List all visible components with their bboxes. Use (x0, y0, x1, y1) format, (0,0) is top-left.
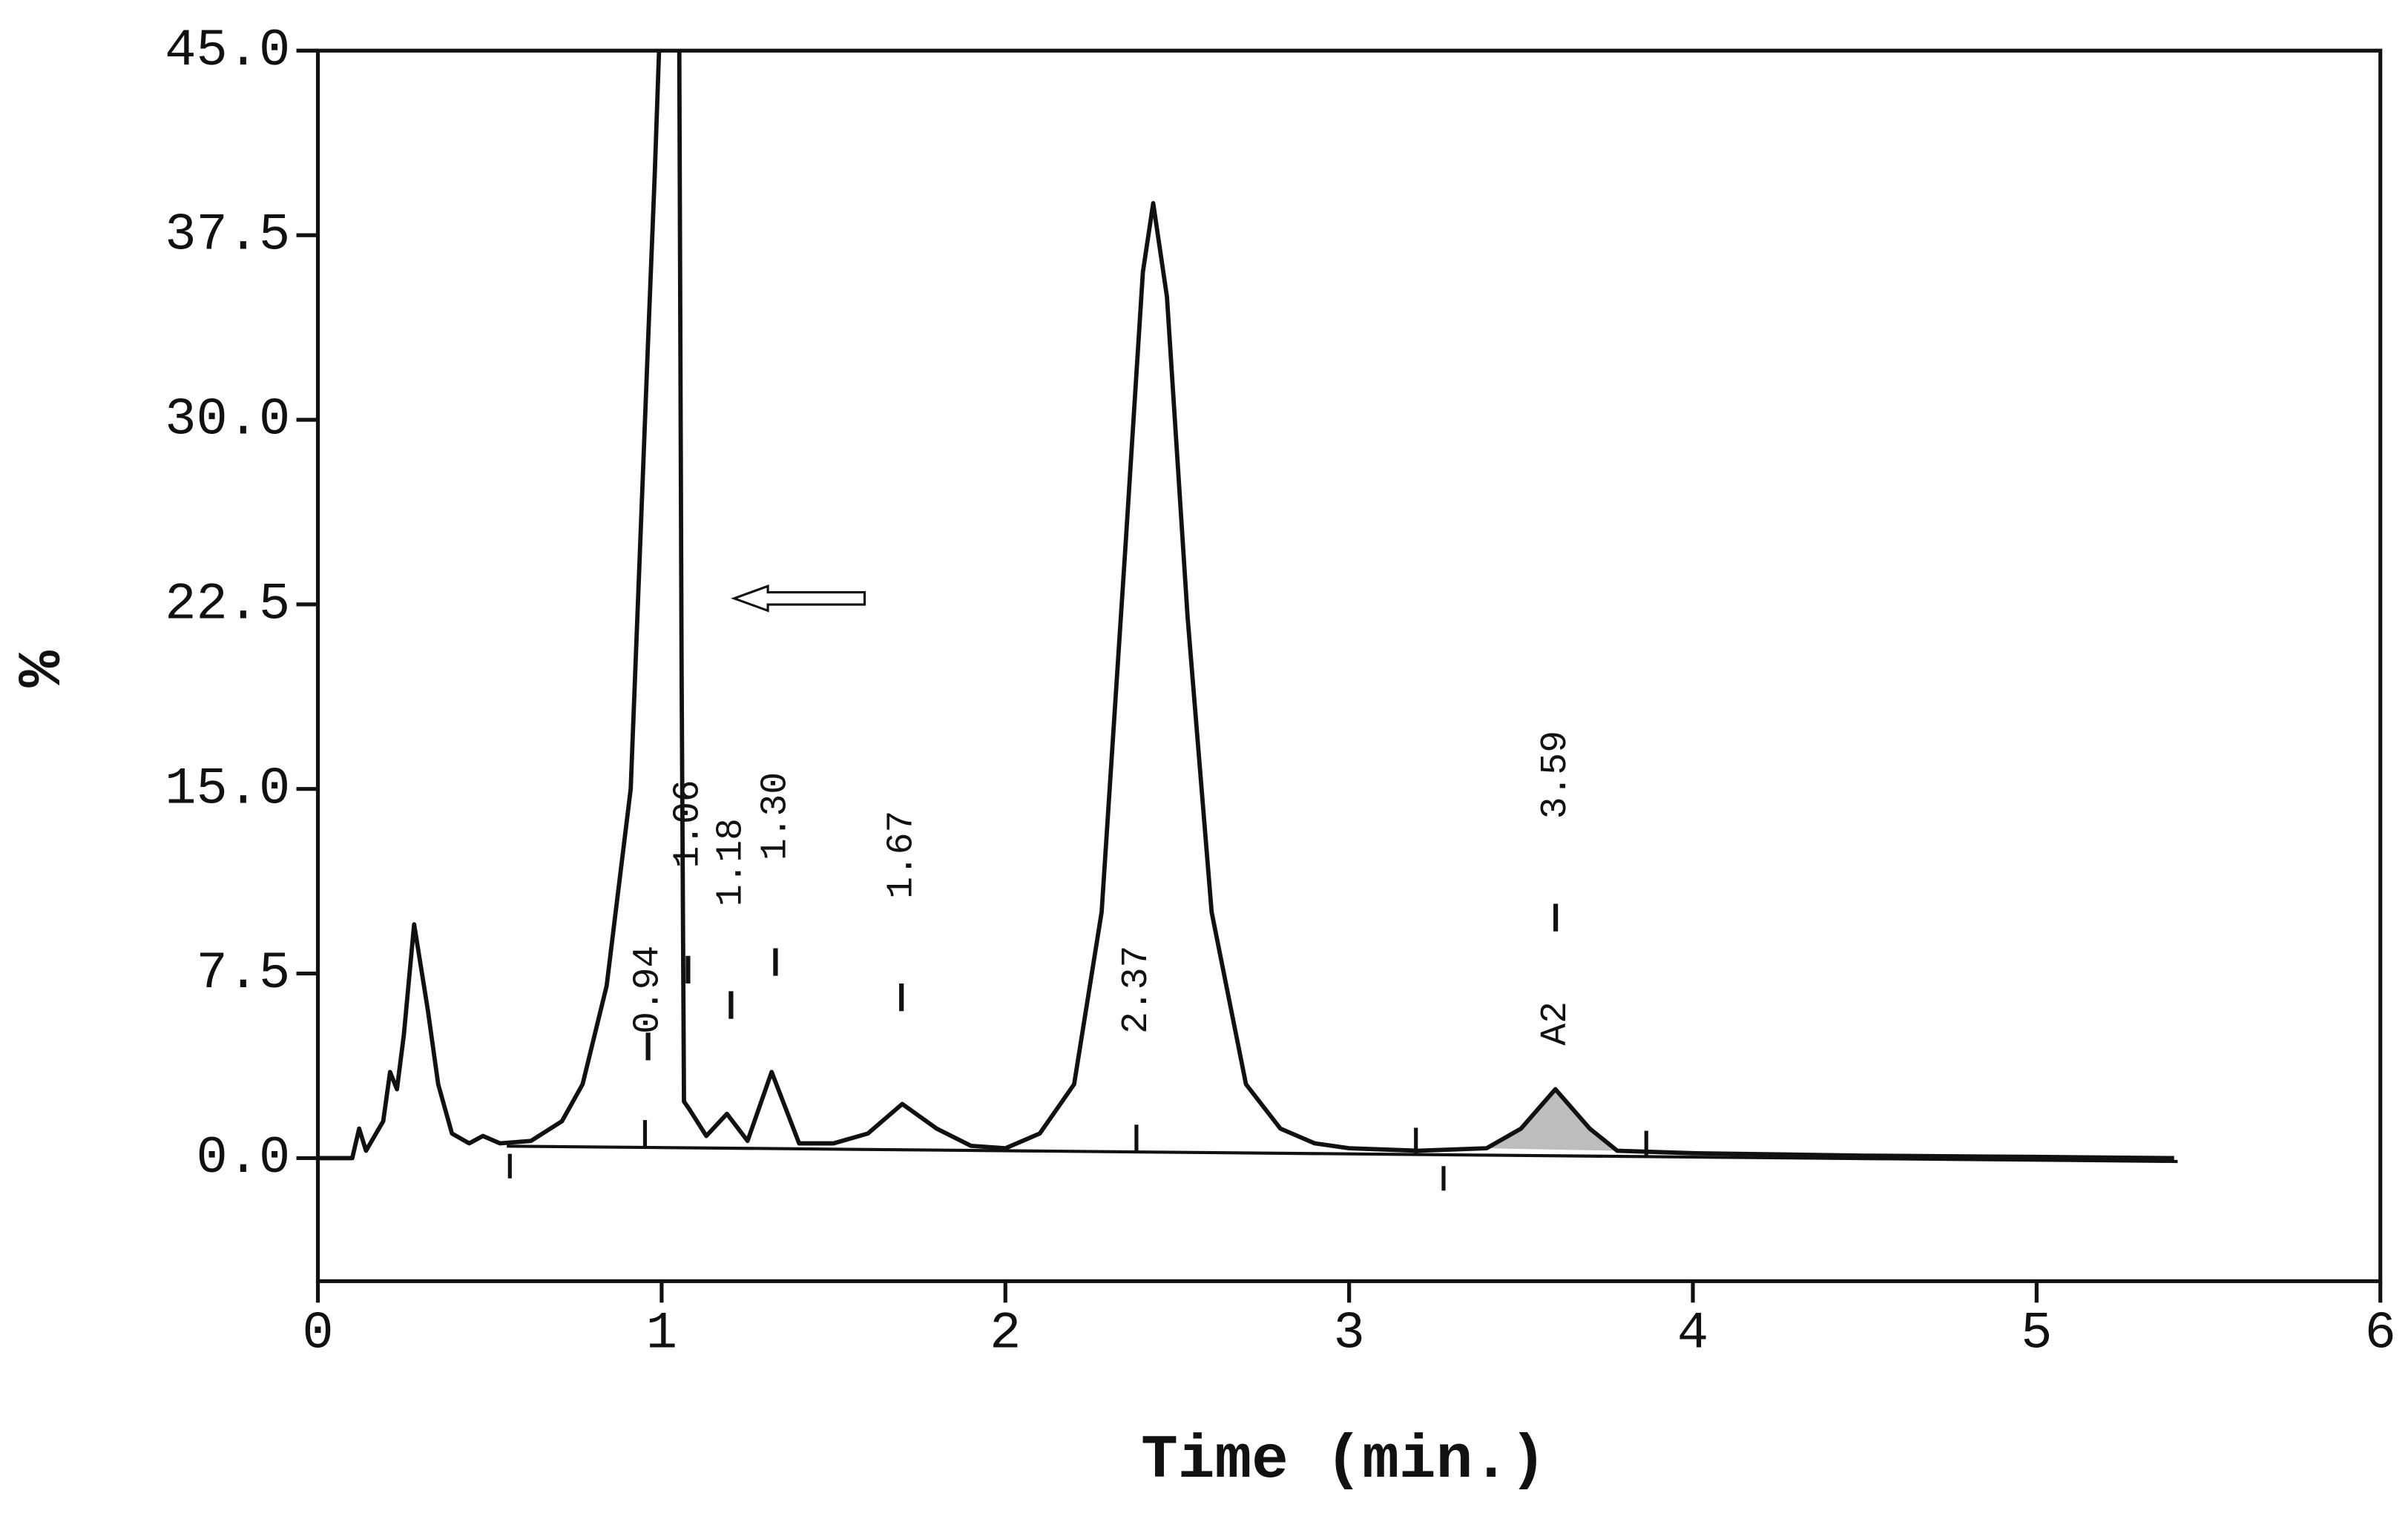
y-axis-label: % (8, 650, 78, 688)
x-tick-label: 6 (2365, 1304, 2396, 1363)
peak-label: 1.18 (711, 818, 752, 906)
trace-line (318, 50, 2174, 1161)
drop-lines (507, 1120, 1648, 1191)
peak-label: 1.30 (755, 772, 797, 860)
x-tick-label: 4 (1677, 1304, 1708, 1363)
x-tick-label: 2 (990, 1304, 1021, 1363)
peak-label: 0.94 (628, 946, 669, 1034)
peak-label: 2.37 (1116, 946, 1157, 1034)
arrow (730, 584, 866, 613)
x-tick-label: 0 (302, 1304, 333, 1363)
plot-frame (315, 48, 2383, 1283)
integration-baseline (507, 1144, 2178, 1164)
trace-group (318, 50, 2174, 1161)
y-tick-label: 37.5 (165, 206, 290, 266)
peak-area (1486, 1089, 1618, 1151)
y-tick-label: 45.0 (165, 22, 290, 81)
y-tick-label: 0.0 (197, 1129, 291, 1188)
y-tick-label: 22.5 (165, 575, 290, 634)
x-tick-label: 1 (646, 1304, 677, 1363)
peak-label: 1.67 (881, 811, 922, 899)
peak-label: 1.06 (668, 780, 709, 868)
y-tick-label: 30.0 (165, 391, 290, 450)
x-axis-label: Time (min.) (1141, 1426, 1547, 1495)
x-tick-label: 5 (2021, 1304, 2052, 1363)
y-tick-label: 15.0 (165, 760, 290, 819)
peak-label: A2 (1535, 1001, 1576, 1046)
peak-label: 3.59 (1535, 731, 1576, 819)
x-tick-label: 3 (1334, 1304, 1365, 1363)
y-tick-label: 7.5 (197, 944, 291, 1004)
